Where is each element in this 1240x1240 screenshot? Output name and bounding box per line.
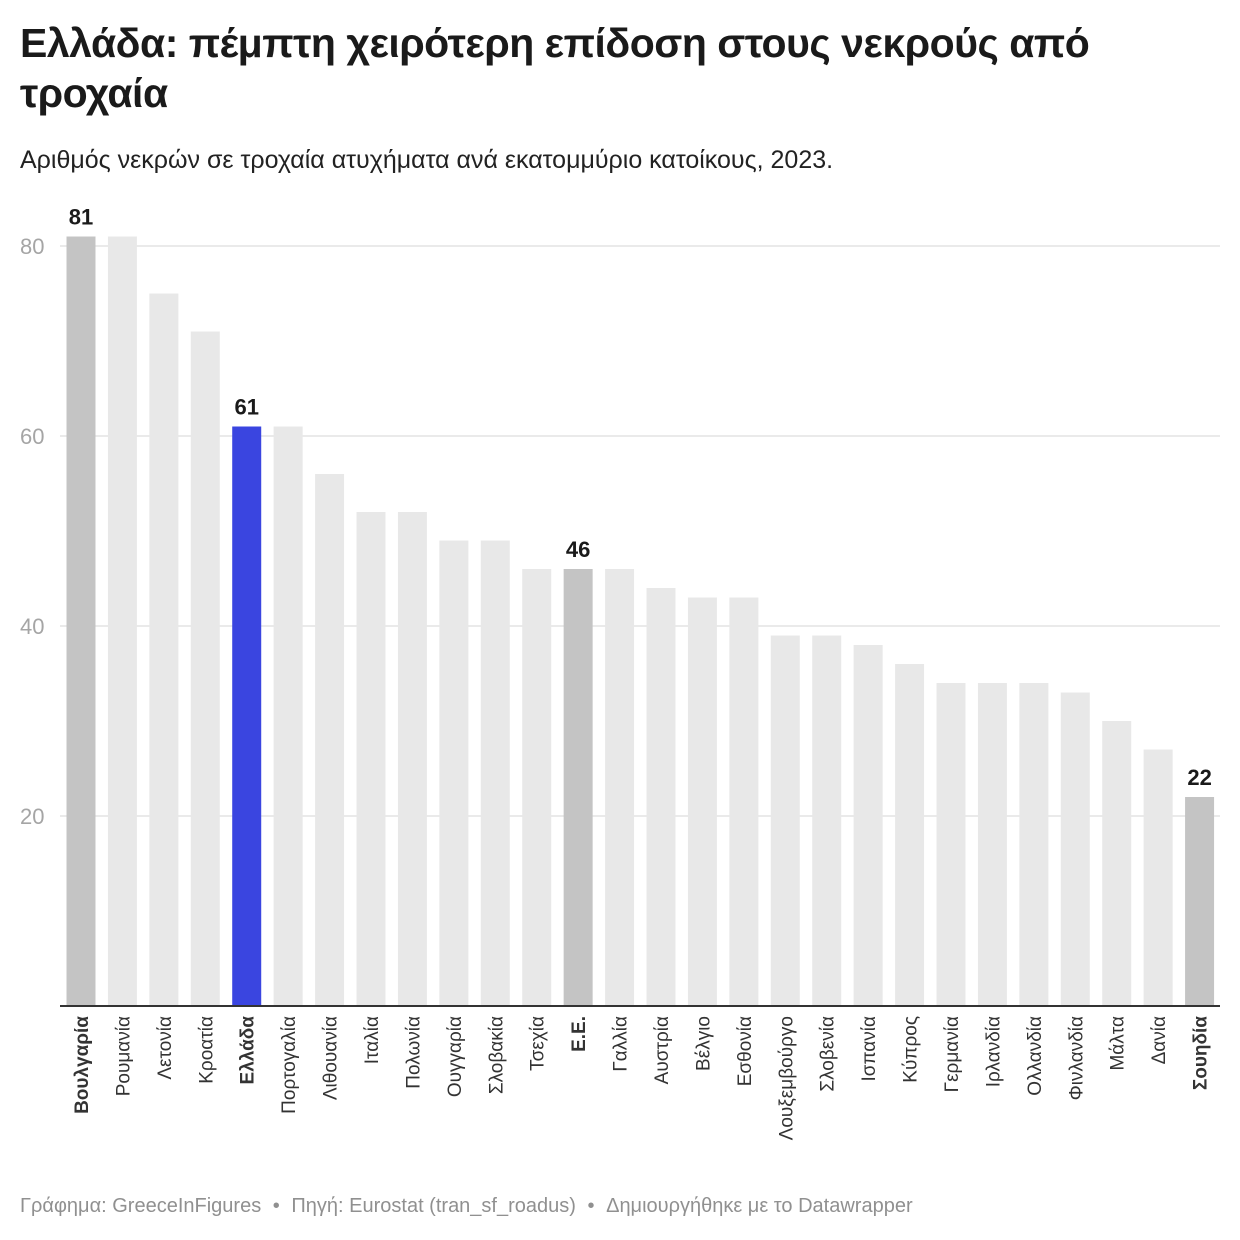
chart-title: Ελλάδα: πέμπτη χειρότερη επίδοση στους ν… — [20, 20, 1090, 116]
footer-separator: • — [587, 1195, 595, 1217]
bar — [397, 512, 427, 1006]
data-label: 46 — [566, 537, 590, 562]
x-tick-label: Γαλλία — [611, 1016, 632, 1072]
bar — [356, 512, 386, 1006]
x-tick-label: Ιρλανδία — [983, 1016, 1004, 1087]
y-tick-label: 80 — [20, 234, 44, 259]
x-tick-label: Βέλγιο — [693, 1016, 714, 1071]
bar — [1060, 692, 1090, 1006]
x-tick-label: Γερμανία — [942, 1016, 963, 1092]
bar — [273, 426, 303, 1006]
bar — [770, 635, 800, 1006]
bar — [895, 664, 925, 1006]
bar — [563, 569, 593, 1006]
x-tick-label: Ελλάδα — [238, 1016, 259, 1085]
x-tick-label: Σλοβακία — [486, 1016, 507, 1094]
x-tick-label: Λετονία — [155, 1016, 176, 1080]
y-tick-label: 60 — [20, 424, 44, 449]
bar — [107, 236, 137, 1006]
footer-tool: Δημιουργήθηκε με το Datawrapper — [606, 1195, 913, 1217]
bar — [729, 597, 759, 1006]
data-label: 22 — [1187, 765, 1211, 790]
x-tick-label: Ε.Ε. — [569, 1016, 590, 1052]
bar — [1019, 683, 1049, 1006]
x-tick-label: Σουηδία — [1191, 1016, 1212, 1090]
y-tick-label: 40 — [20, 614, 44, 639]
bar — [687, 597, 717, 1006]
data-label: 61 — [234, 395, 258, 420]
bar — [190, 331, 220, 1006]
x-tick-label: Πολωνία — [403, 1016, 424, 1089]
bar — [646, 588, 676, 1006]
bar — [1102, 721, 1132, 1006]
footer-separator: • — [272, 1195, 280, 1217]
footer-credit: Γράφημα: GreeceInFigures — [20, 1195, 262, 1217]
bar — [977, 683, 1007, 1006]
x-tick-label: Κύπρος — [901, 1016, 922, 1083]
bar — [936, 683, 966, 1006]
bar — [853, 645, 883, 1006]
x-tick-label: Δανία — [1149, 1016, 1170, 1064]
x-tick-label: Εσθονία — [735, 1016, 756, 1086]
x-tick-label: Φινλανδία — [1066, 1016, 1087, 1100]
x-tick-label: Πορτογαλία — [279, 1016, 300, 1114]
bar — [1143, 749, 1173, 1006]
x-tick-label: Λουξεμβούργο — [776, 1016, 797, 1140]
bar — [315, 474, 345, 1006]
chart-subtitle: Αριθμός νεκρών σε τροχαία ατυχήματα ανά … — [20, 146, 834, 174]
x-tick-label: Τσεχία — [528, 1016, 549, 1071]
x-tick-label: Βουλγαρία — [72, 1016, 93, 1114]
bar — [232, 426, 262, 1006]
bar — [812, 635, 842, 1006]
y-tick-label: 20 — [20, 804, 44, 829]
bar — [522, 569, 552, 1006]
x-tick-label: Ισπανία — [859, 1016, 880, 1082]
x-tick-label: Κροατία — [196, 1016, 217, 1084]
bar — [439, 540, 469, 1006]
x-tick-label: Αυστρία — [652, 1016, 673, 1084]
x-tick-label: Λιθουανία — [321, 1016, 342, 1100]
x-tick-label: Σλοβενία — [818, 1016, 839, 1092]
x-tick-label: Ουγγαρία — [445, 1016, 466, 1097]
bar — [480, 540, 510, 1006]
bar — [149, 293, 179, 1006]
footer-source: Πηγή: Eurostat (tran_sf_roadus) — [291, 1195, 576, 1217]
data-label: 81 — [69, 205, 93, 230]
x-tick-label: Ρουμανία — [113, 1016, 134, 1096]
bar — [1185, 797, 1215, 1006]
bar — [66, 236, 96, 1006]
x-tick-label: Μάλτα — [1108, 1016, 1129, 1071]
x-tick-label: Ολλανδία — [1025, 1016, 1046, 1096]
chart-footer: Γράφημα: GreeceInFigures • Πηγή: Eurosta… — [20, 1193, 913, 1219]
x-tick-label: Ιταλία — [362, 1016, 383, 1064]
bar — [605, 569, 635, 1006]
